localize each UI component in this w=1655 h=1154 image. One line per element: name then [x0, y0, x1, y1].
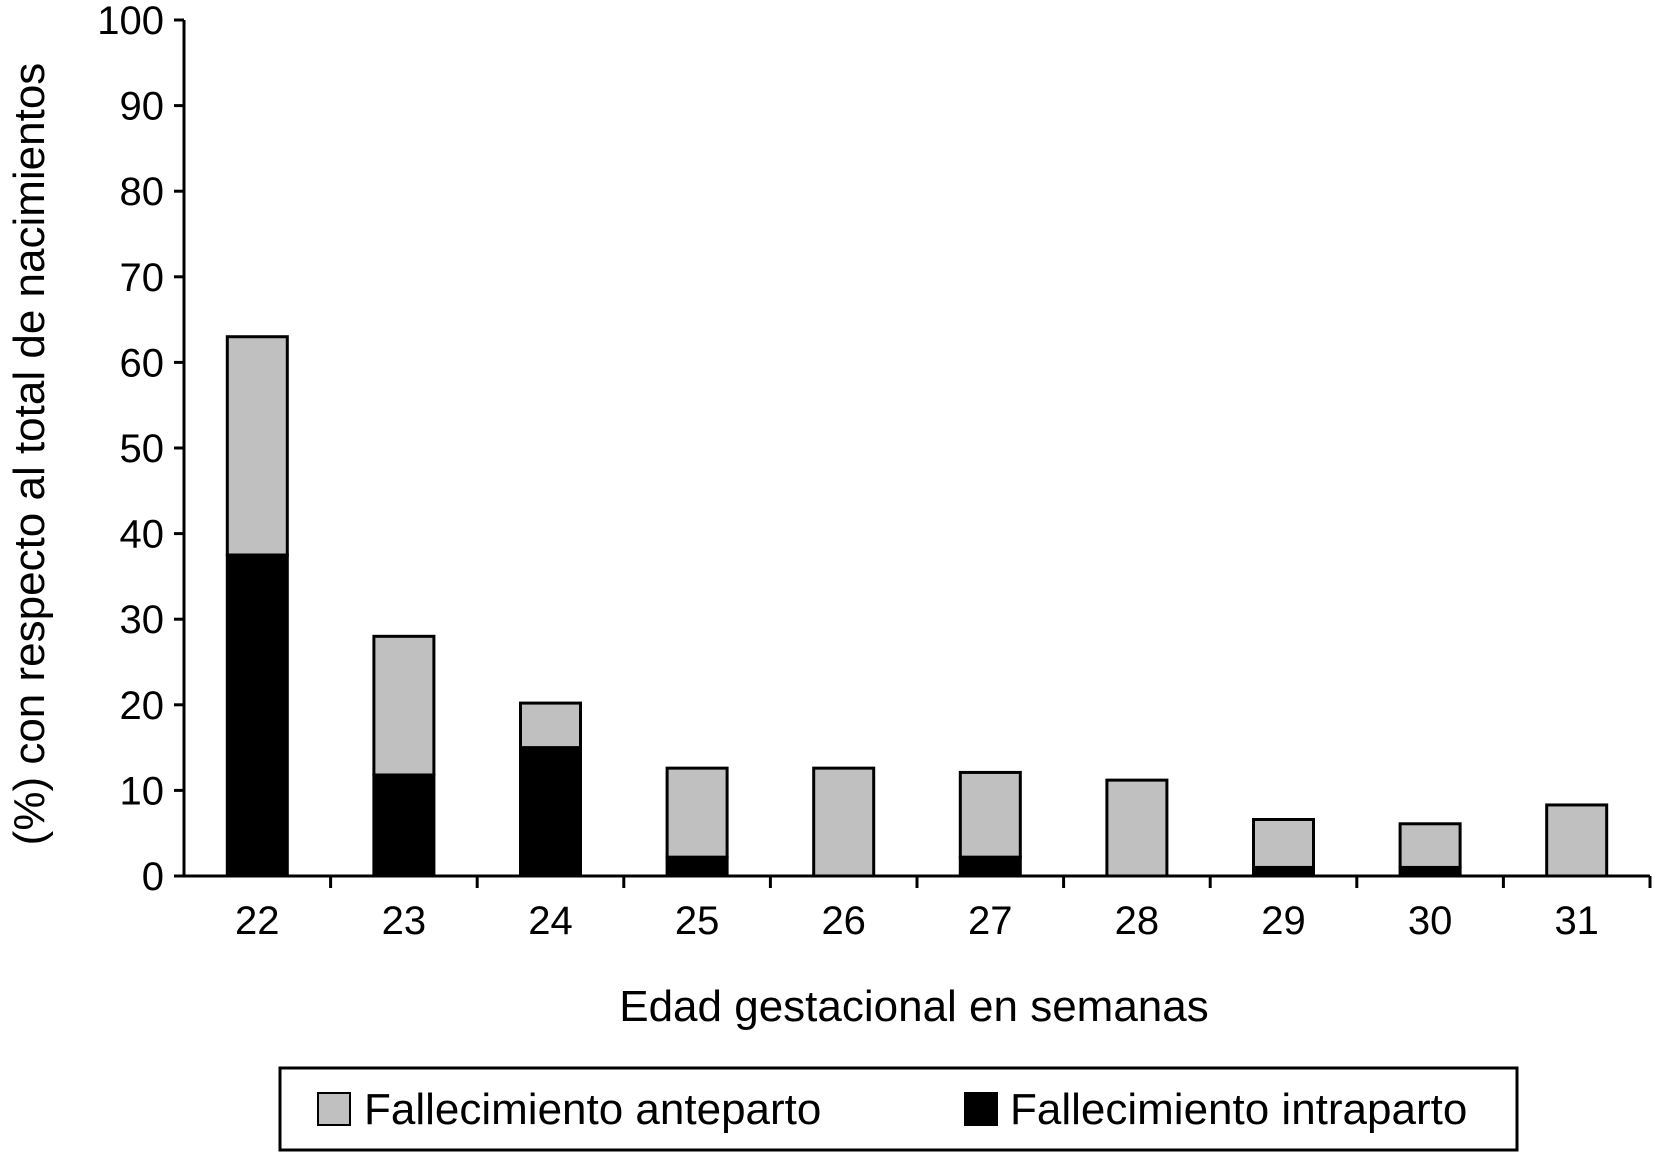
y-tick-label: 0 [142, 855, 164, 899]
bar-fallecimiento-intraparto-27 [958, 855, 1022, 878]
x-tick-label: 27 [968, 899, 1013, 943]
legend-swatch-intraparto [964, 1092, 998, 1126]
y-tick-label: 80 [120, 170, 165, 214]
bar-fallecimiento-anteparto-30 [1398, 822, 1462, 869]
y-tick-label: 50 [120, 427, 165, 471]
bar-fallecimiento-anteparto-31 [1545, 803, 1609, 878]
x-tick-label: 29 [1261, 899, 1306, 943]
x-tick-label: 23 [382, 899, 427, 943]
bar-fallecimiento-anteparto-23 [372, 634, 436, 777]
x-axis-title: Edad gestacional en semanas [619, 982, 1209, 1031]
bar-fallecimiento-anteparto-25 [665, 766, 729, 859]
bar-fallecimiento-anteparto-24 [519, 701, 582, 750]
x-tick-label: 25 [675, 899, 720, 943]
y-tick-label: 70 [120, 256, 165, 300]
y-tick-label: 40 [120, 513, 165, 557]
y-tick-label: 10 [120, 769, 165, 813]
legend: Fallecimiento anteparto Fallecimiento in… [278, 1066, 1519, 1152]
bar-fallecimiento-anteparto-26 [812, 766, 876, 878]
bar-fallecimiento-intraparto-24 [519, 746, 582, 878]
bar-fallecimiento-anteparto-22 [225, 335, 289, 557]
y-tick-label: 20 [120, 684, 165, 728]
y-tick-label: 60 [120, 341, 165, 385]
x-tick-label: 31 [1554, 899, 1599, 943]
y-tick-label: 100 [97, 0, 164, 43]
y-axis-ticks: 0 10 20 30 40 50 60 70 80 90 100 [97, 0, 184, 899]
bar-fallecimiento-intraparto-23 [372, 773, 436, 878]
x-tick-label: 28 [1115, 899, 1160, 943]
bar-fallecimiento-intraparto-22 [225, 553, 289, 878]
y-tick-label: 30 [120, 598, 165, 642]
y-tick-label: 90 [120, 85, 165, 129]
x-tick-label: 22 [235, 899, 280, 943]
bar-fallecimiento-anteparto-27 [958, 770, 1022, 859]
bar-fallecimiento-anteparto-28 [1105, 778, 1169, 878]
x-tick-label: 30 [1408, 899, 1453, 943]
x-axis-ticks: 22 23 24 25 26 27 28 29 30 31 [235, 876, 1652, 943]
legend-frame [278, 1066, 1519, 1152]
bar-fallecimiento-intraparto-25 [665, 855, 729, 878]
legend-label-intraparto: Fallecimiento intraparto [1010, 1085, 1467, 1134]
x-tick-label: 26 [821, 899, 866, 943]
bar-fallecimiento-anteparto-29 [1252, 818, 1315, 869]
y-axis-title: (%) con respecto al total de nacimientos [5, 63, 54, 846]
legend-swatch-anteparto [317, 1092, 351, 1126]
legend-label-anteparto: Fallecimiento anteparto [364, 1085, 821, 1134]
bars [225, 335, 1609, 878]
x-tick-label: 24 [528, 899, 573, 943]
